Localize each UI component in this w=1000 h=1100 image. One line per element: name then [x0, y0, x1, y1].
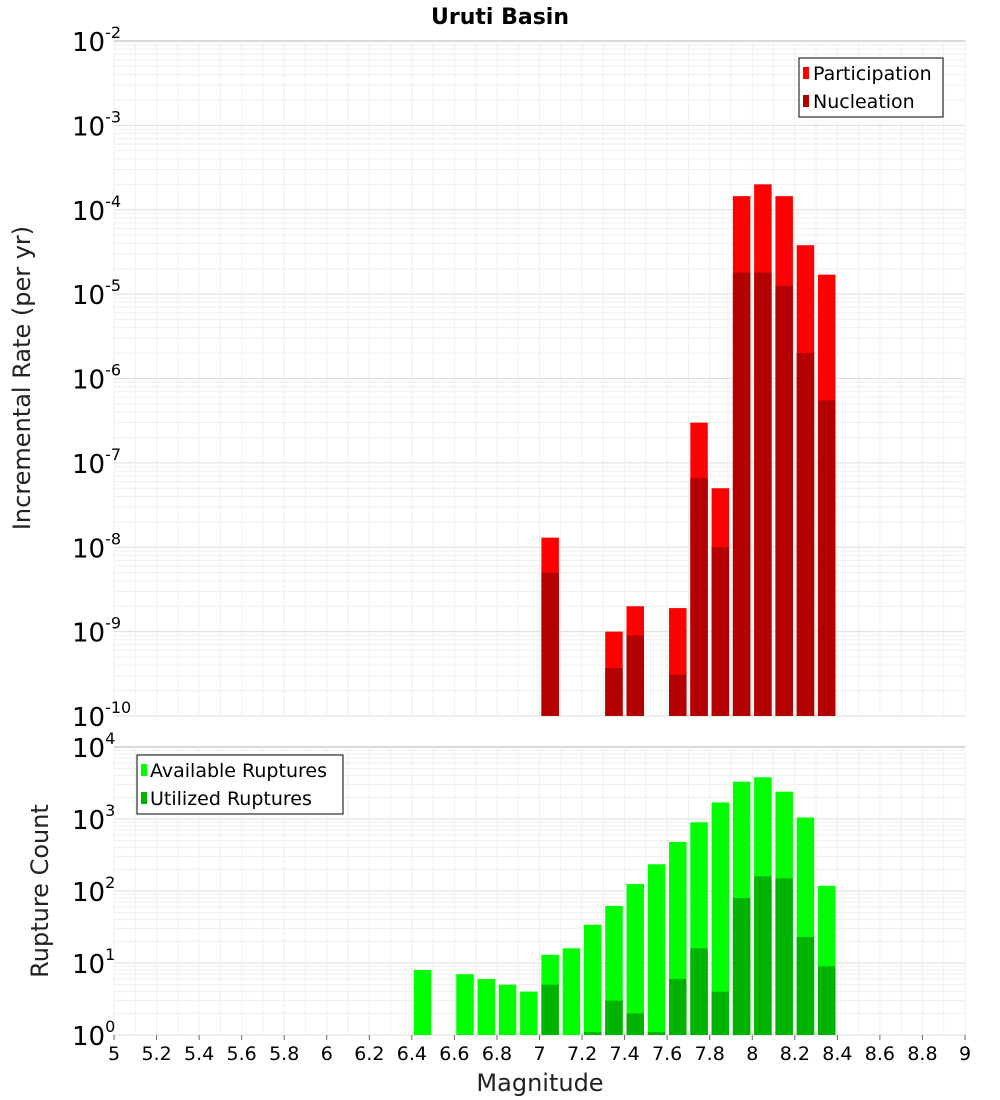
bottom-bar-utilized	[690, 948, 708, 1035]
top-legend-box	[798, 57, 944, 118]
x-tick-label: 7.2	[567, 1043, 597, 1065]
top-bar-nucleation	[626, 635, 644, 716]
bottom-bar-utilized	[669, 978, 687, 1035]
top-bar-nucleation	[541, 572, 559, 716]
legend-label-available: Available Ruptures	[150, 760, 327, 782]
top-y-tick-label: 10-8	[72, 529, 121, 564]
x-tick-label: 5.8	[269, 1043, 299, 1065]
x-axis-label: Magnitude	[476, 1069, 603, 1097]
legend-label-utilized: Utilized Ruptures	[150, 788, 312, 810]
bottom-bar-available	[647, 864, 666, 1035]
bottom-legend: Available Ruptures Utilized Ruptures	[136, 754, 344, 815]
top-y-tick-label: 10-9	[72, 614, 121, 649]
top-grid	[113, 41, 966, 717]
bottom-bar-available	[562, 948, 581, 1035]
bottom-bar-utilized	[796, 936, 815, 1035]
bottom-bar-utilized	[626, 1013, 644, 1035]
x-tick-label: 6.8	[482, 1043, 512, 1065]
bottom-y-tick-label: 102	[72, 873, 115, 908]
top-bar-nucleation	[754, 272, 772, 716]
bottom-y-tick-label: 103	[72, 801, 115, 836]
x-tick-label: 8.8	[907, 1043, 937, 1065]
top-bar-nucleation	[690, 478, 708, 716]
top-y-tick-label: 10-4	[72, 192, 121, 227]
legend-swatch-nucleation	[803, 95, 809, 107]
x-tick-label: 8.4	[822, 1043, 852, 1065]
bottom-bar-available	[711, 802, 730, 1035]
bottom-bars	[413, 777, 836, 1035]
top-y-axis-label: Incremental Rate (per yr)	[8, 226, 36, 530]
top-panel: 10-10 10-9 10-8 10-7 10-6 10-5 10-4 10-3 10-2 In…	[8, 23, 966, 733]
bottom-bar-available	[498, 984, 517, 1035]
bottom-y-tick-label: 104	[72, 729, 115, 764]
top-y-tick-label: 10-10	[72, 698, 131, 733]
bottom-bar-utilized	[754, 876, 772, 1035]
chart-title: Uruti Basin	[431, 5, 569, 30]
legend-swatch-utilized	[141, 792, 147, 804]
bottom-bar-utilized	[732, 897, 751, 1035]
x-tick-label: 9	[959, 1043, 971, 1065]
x-tick-label: 5.6	[227, 1043, 257, 1065]
x-tick-label: 6.6	[439, 1043, 469, 1065]
x-tick-label: 8.6	[865, 1043, 895, 1065]
top-y-tick-label: 10-7	[72, 445, 121, 480]
bottom-bar-available	[456, 974, 474, 1035]
x-tick-label: 8	[746, 1043, 758, 1065]
bottom-bar-available	[626, 884, 644, 1035]
top-y-tick-label: 10-5	[72, 276, 121, 311]
top-bar-nucleation	[732, 272, 751, 716]
bottom-y-tick-label: 100	[72, 1017, 115, 1052]
x-tick-label: 5.4	[184, 1043, 214, 1065]
bottom-bar-utilized	[775, 878, 793, 1035]
bottom-bar-utilized	[583, 1032, 602, 1035]
x-tick-label: 6	[321, 1043, 333, 1065]
top-bar-nucleation	[817, 400, 836, 716]
top-y-tick-label: 10-3	[72, 107, 121, 142]
bottom-bar-utilized	[711, 991, 730, 1035]
bottom-y-axis-label: Rupture Count	[26, 804, 54, 978]
x-tick-label: 7.8	[695, 1043, 725, 1065]
bottom-bar-utilized	[817, 966, 836, 1035]
bottom-bar-utilized	[647, 1032, 666, 1035]
legend-label-participation: Participation	[813, 63, 932, 85]
bottom-panel: 100 101 102 103 104 5 5.2 5.4 5.6 5.8 6 6.2 6.4 6.6 6…	[26, 729, 971, 1097]
top-bar-nucleation	[775, 285, 793, 716]
top-y-tick-label: 10-6	[72, 361, 121, 396]
top-bars	[541, 184, 836, 717]
x-ticks: 5 5.2 5.4 5.6 5.8 6 6.2 6.4 6.6 6.8 7 7.2 7.4 7.6 7.8 8…	[108, 1035, 971, 1065]
bottom-bar-available	[477, 978, 496, 1035]
x-tick-label: 5	[108, 1043, 120, 1065]
legend-label-nucleation: Nucleation	[813, 91, 915, 113]
top-y-ticks: 10-10 10-9 10-8 10-7 10-6 10-5 10-4 10-3 10-2	[72, 23, 131, 733]
bottom-bar-utilized	[605, 1000, 623, 1035]
x-tick-label: 8.2	[780, 1043, 810, 1065]
top-bar-nucleation	[711, 547, 730, 716]
bottom-bar-available	[583, 924, 602, 1035]
x-tick-label: 6.4	[397, 1043, 427, 1065]
x-tick-label: 7.4	[609, 1043, 639, 1065]
top-legend: Participation Nucleation	[798, 57, 944, 118]
x-tick-label: 7.6	[652, 1043, 682, 1065]
bottom-y-ticks: 100 101 102 103 104	[72, 729, 115, 1052]
top-y-tick-label: 10-2	[72, 23, 121, 58]
bottom-bar-available	[520, 991, 538, 1035]
x-tick-label: 5.2	[141, 1043, 171, 1065]
bottom-y-tick-label: 101	[72, 945, 115, 980]
x-tick-label: 6.2	[354, 1043, 384, 1065]
top-bar-nucleation	[669, 674, 687, 716]
bottom-legend-box	[136, 754, 344, 815]
bottom-bar-utilized	[541, 984, 559, 1035]
bottom-bar-available	[413, 969, 432, 1035]
x-tick-label: 7	[533, 1043, 545, 1065]
top-bar-nucleation	[796, 353, 815, 716]
top-bar-nucleation	[605, 668, 623, 716]
legend-swatch-participation	[803, 67, 809, 79]
legend-swatch-available	[141, 764, 147, 776]
